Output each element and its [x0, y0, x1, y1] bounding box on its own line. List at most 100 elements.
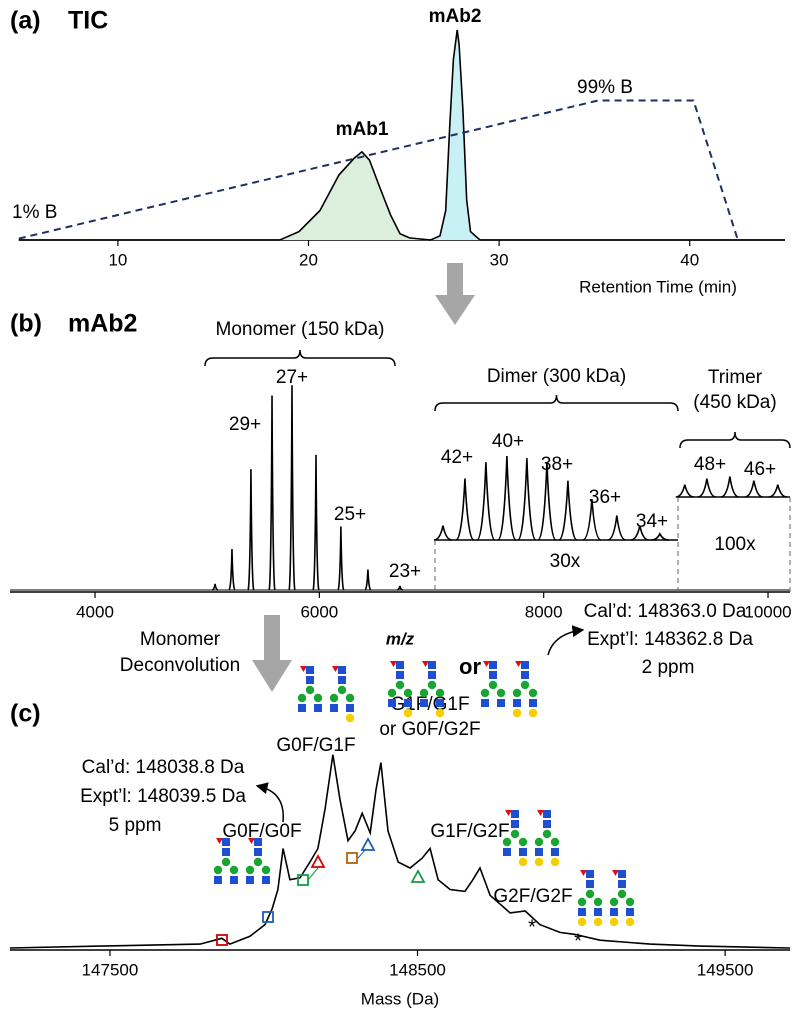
peak: [497, 456, 517, 541]
charge-label: 42+: [441, 447, 473, 468]
glcnac: [529, 699, 537, 707]
peak-marker: [346, 852, 358, 864]
glcnac: [262, 876, 270, 884]
peak-marker: [216, 934, 228, 946]
glycoform-label: G0F/G1F: [276, 735, 355, 756]
mass-note: Expt’l: 148039.5 Da: [80, 786, 246, 807]
hexose: [345, 693, 355, 703]
fucose: [422, 661, 429, 667]
hexose: [512, 688, 522, 698]
hexose: [229, 865, 239, 875]
glcnac: [254, 838, 262, 846]
glcnac: [396, 671, 404, 679]
peak: [744, 480, 764, 498]
glcnac: [610, 908, 618, 916]
hexose: [345, 713, 355, 723]
or-label: or: [459, 654, 481, 679]
hexose: [502, 837, 512, 847]
peak: [768, 484, 787, 498]
panel-label: (c): [10, 700, 41, 728]
flow-arrow: [252, 615, 292, 692]
x-tick-label: 8000: [525, 602, 563, 621]
mass-note: Expt’l: 148362.8 Da: [587, 629, 753, 650]
peak: [582, 498, 602, 541]
peak-marker: [360, 837, 376, 851]
x-tick-label: 20: [299, 250, 318, 269]
glycoform-label: G1F/G2F: [430, 821, 509, 842]
charge-label: 38+: [541, 454, 573, 475]
glcnac: [420, 699, 428, 707]
peak-marker: [297, 874, 309, 886]
fucose: [332, 666, 339, 672]
x-tick-label: 40: [680, 250, 699, 269]
x-axis-label: Mass (Da): [361, 989, 439, 1008]
glycan-icon: [297, 666, 323, 712]
x-axis-label: Retention Time (min): [579, 277, 737, 296]
marker-leader: [307, 867, 319, 881]
peak: [537, 462, 557, 541]
glcnac: [298, 704, 306, 712]
glcnac: [511, 820, 519, 828]
peak: [211, 583, 219, 591]
fucose: [300, 666, 307, 672]
glcnac: [543, 820, 551, 828]
hexose: [593, 897, 603, 907]
peak: [455, 478, 475, 541]
hexose: [528, 688, 538, 698]
glcnac: [306, 676, 314, 684]
glcnac: [618, 870, 626, 878]
glcnac: [404, 699, 412, 707]
glycan-icon: [577, 870, 603, 927]
hexose: [542, 829, 552, 839]
hexose: [480, 688, 490, 698]
arrow-label: Monomer: [140, 629, 221, 650]
glcnac: [513, 699, 521, 707]
glcnac: [543, 810, 551, 818]
hexose: [510, 829, 520, 839]
bracket: [204, 349, 396, 367]
glycan-icon: [387, 661, 413, 718]
glycoform-label: or G0F/G2F: [379, 719, 480, 740]
glcnac: [388, 699, 396, 707]
hexose: [520, 680, 530, 690]
inset-scale: 100x: [714, 534, 756, 555]
glcnac: [428, 661, 436, 669]
annotation: mAb1: [336, 119, 389, 140]
hexose: [213, 865, 223, 875]
peak: [247, 469, 255, 591]
glcnac: [578, 908, 586, 916]
mass-note: 5 ppm: [109, 815, 162, 836]
peak: [650, 532, 669, 541]
charge-label: 46+: [744, 459, 776, 480]
peak-fill: [435, 30, 485, 240]
x-tick-label: 148500: [389, 960, 446, 979]
fucose: [248, 838, 255, 844]
mass-note: Cal’d: 148038.8 Da: [82, 757, 245, 778]
peak: [396, 585, 403, 591]
glcnac: [489, 661, 497, 669]
mass-note: 2 ppm: [642, 657, 695, 678]
hexose: [609, 917, 619, 927]
glcnac: [503, 848, 511, 856]
hexose: [297, 693, 307, 703]
peak: [476, 462, 496, 541]
glcnac: [222, 838, 230, 846]
glcnac: [254, 848, 262, 856]
hexose: [435, 688, 445, 698]
glcnac: [436, 699, 444, 707]
glcnac: [481, 699, 489, 707]
peak: [228, 549, 236, 591]
panel-title: mAb2: [68, 310, 137, 338]
x-tick-label: 10000: [744, 602, 791, 621]
hexose: [518, 837, 528, 847]
hexose: [512, 708, 522, 718]
hexose: [329, 693, 339, 703]
peak-marker: [410, 869, 426, 883]
peak: [630, 525, 649, 541]
annotation: mAb2: [429, 6, 482, 27]
peak: [288, 385, 296, 591]
annotation: 99% B: [577, 77, 633, 98]
fucose: [216, 838, 223, 844]
bracket: [434, 394, 679, 412]
